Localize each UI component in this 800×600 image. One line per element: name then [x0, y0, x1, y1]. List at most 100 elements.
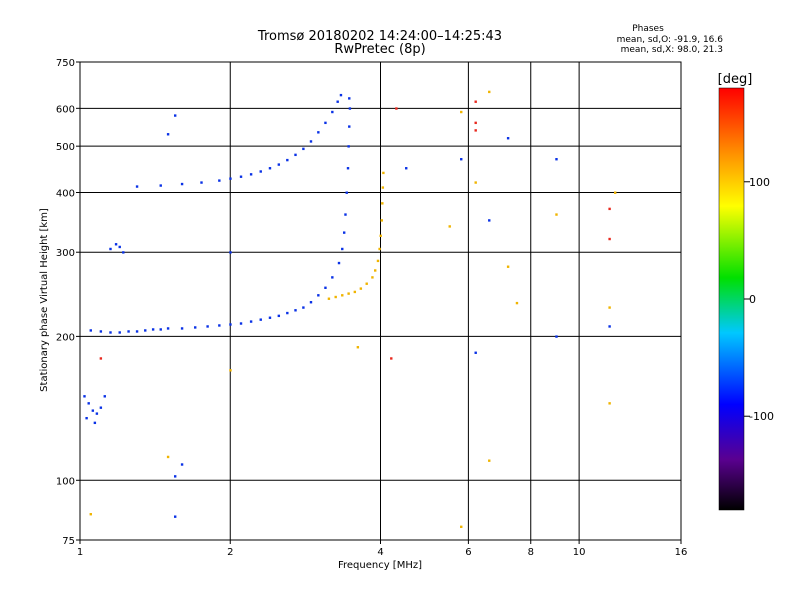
data-point: [89, 513, 92, 516]
data-point: [89, 329, 92, 332]
data-point: [474, 100, 477, 103]
data-point: [608, 306, 611, 309]
data-point: [341, 247, 344, 251]
data-point: [331, 110, 334, 114]
data-point: [613, 191, 617, 194]
data-point: [345, 191, 348, 194]
data-point: [405, 167, 408, 170]
chart-subtitle: RwPretec (8p): [334, 42, 425, 57]
x-tick-label: 16: [675, 547, 688, 558]
data-point: [474, 181, 477, 184]
data-point: [127, 330, 130, 333]
colorbar-tick-label: 0: [749, 293, 756, 306]
data-point: [381, 186, 385, 189]
data-point: [336, 100, 339, 103]
data-point: [382, 171, 385, 175]
data-point: [488, 459, 491, 462]
data-point: [144, 329, 147, 332]
x-tick-label: 2: [227, 547, 233, 558]
data-point: [286, 158, 289, 162]
data-point: [159, 184, 162, 187]
data-point: [239, 322, 243, 325]
data-point: [194, 326, 197, 329]
data-point: [229, 369, 232, 372]
data-point: [103, 395, 106, 398]
x-tick-label: 4: [377, 547, 383, 558]
data-point: [474, 351, 477, 354]
data-point: [395, 107, 398, 110]
data-point: [268, 167, 272, 170]
data-point: [344, 213, 347, 216]
chart-title: Tromsø 20180202 14:24:00–14:25:43: [257, 29, 502, 44]
data-point: [608, 207, 611, 211]
data-point: [334, 295, 337, 299]
y-axis-label: Stationary phase Virtual Height [km]: [39, 208, 50, 392]
data-point: [249, 320, 253, 323]
data-point: [608, 237, 611, 241]
data-point: [460, 110, 463, 114]
data-point: [85, 416, 88, 420]
data-point: [337, 261, 341, 265]
data-points: [83, 90, 617, 529]
data-point: [309, 301, 313, 304]
y-tick-label: 750: [56, 58, 75, 69]
data-point: [259, 170, 262, 173]
data-point: [341, 294, 344, 297]
data-point: [229, 251, 232, 254]
data-point: [135, 185, 139, 188]
data-point: [87, 402, 90, 405]
data-point: [135, 330, 139, 333]
data-point: [294, 309, 297, 312]
data-point: [380, 219, 383, 222]
phases-heading: Phases: [632, 24, 664, 34]
data-point: [95, 412, 99, 415]
data-point: [348, 107, 352, 110]
data-point: [229, 177, 232, 180]
data-point: [206, 325, 209, 328]
data-point: [324, 121, 327, 125]
data-point: [381, 202, 384, 205]
data-point: [317, 131, 320, 134]
data-point: [515, 301, 519, 305]
data-point: [173, 475, 177, 478]
x-tick-label: 8: [528, 547, 534, 558]
data-point: [173, 114, 177, 117]
data-point: [166, 455, 170, 459]
data-point: [166, 133, 170, 136]
data-point: [374, 269, 377, 272]
data-point: [118, 331, 121, 334]
data-point: [302, 147, 305, 151]
data-point: [180, 182, 184, 186]
phases-x-stats: mean, sd,X: 98.0, 21.3: [621, 45, 723, 55]
data-point: [249, 173, 253, 176]
data-point: [555, 335, 558, 338]
colorbar-tick-label: -100: [749, 410, 774, 423]
data-point: [166, 327, 170, 330]
x-tick-label: 6: [465, 547, 471, 558]
data-point: [118, 245, 121, 249]
x-tick-label: 10: [573, 547, 586, 558]
data-point: [379, 234, 382, 237]
y-tick-label: 100: [56, 476, 75, 487]
data-point: [339, 93, 343, 97]
data-point: [259, 318, 262, 321]
data-point: [488, 219, 491, 222]
data-point: [506, 265, 510, 268]
data-point: [268, 316, 272, 319]
x-axis-label: Frequency [MHz]: [338, 560, 422, 571]
data-point: [180, 463, 184, 466]
data-point: [348, 97, 351, 100]
colorbar: [718, 87, 745, 511]
data-point: [327, 297, 331, 300]
data-point: [474, 121, 477, 125]
y-axis-ticks: 75 100 200 300 400 500 600 750: [56, 58, 80, 547]
y-tick-label: 500: [56, 142, 75, 153]
data-point: [390, 357, 393, 360]
data-point: [378, 247, 381, 251]
y-tick-label: 400: [56, 188, 75, 199]
data-point: [608, 325, 611, 328]
data-point: [371, 276, 374, 279]
y-tick-label: 75: [62, 536, 75, 547]
data-point: [356, 346, 360, 349]
